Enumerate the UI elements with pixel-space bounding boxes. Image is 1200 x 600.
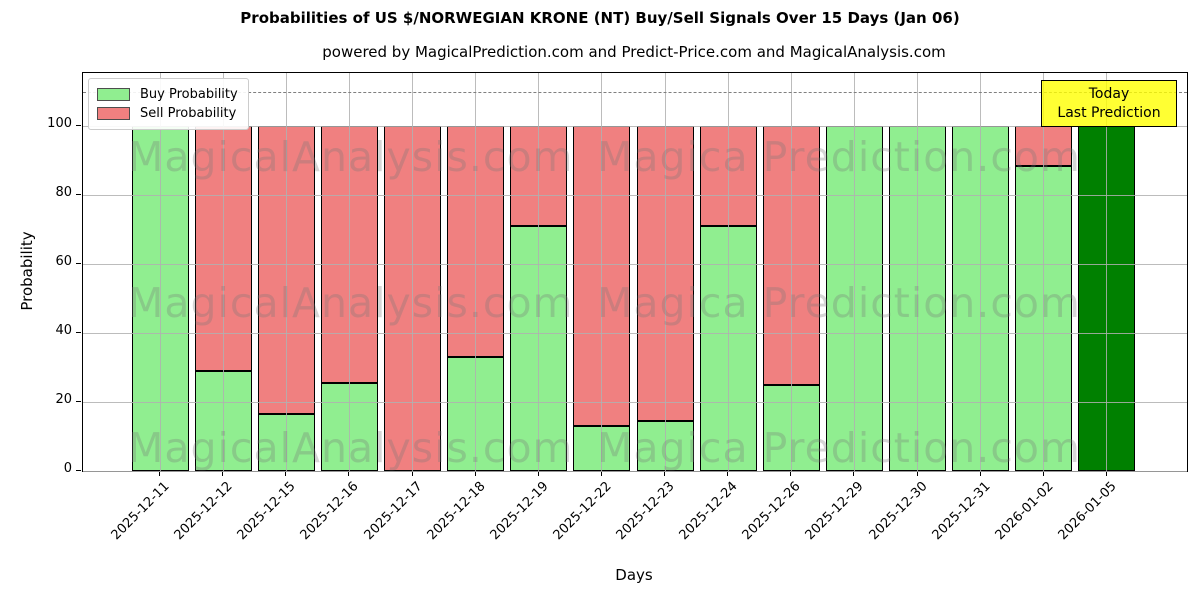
h-gridline <box>83 402 1187 404</box>
v-gridline <box>285 73 287 471</box>
v-gridline <box>412 73 414 471</box>
today-annotation-line1: Today <box>1088 85 1130 102</box>
x-tick-mark <box>537 471 539 476</box>
x-tick-mark <box>916 471 918 476</box>
y-tick-label: 80 <box>55 185 72 201</box>
h-gridline <box>83 471 1187 472</box>
h-gridline <box>83 264 1187 266</box>
x-tick-mark <box>664 471 666 476</box>
today-annotation: Today Last Prediction <box>1041 80 1177 127</box>
chart-subtitle: powered by MagicalPrediction.com and Pre… <box>322 43 946 61</box>
watermark-text: Magica Prediction.com <box>597 133 1081 181</box>
watermark-text: MagicalAnalysis.com <box>128 279 574 327</box>
v-gridline <box>348 73 350 471</box>
legend: Buy Probability Sell Probability <box>88 78 249 130</box>
x-tick-mark <box>1105 471 1107 476</box>
x-axis-label: Days <box>615 566 653 584</box>
x-tick-mark <box>159 471 160 476</box>
today-annotation-line2: Last Prediction <box>1057 104 1161 121</box>
h-gridline <box>83 126 1187 128</box>
x-tick-mark <box>348 471 350 476</box>
legend-label-buy: Buy Probability <box>140 87 238 102</box>
v-gridline <box>790 73 792 471</box>
buy-swatch-icon <box>97 88 130 101</box>
h-gridline <box>83 333 1187 335</box>
x-tick-label: 2025-12-11 <box>108 479 173 544</box>
threshold-dashed-line <box>83 91 1187 93</box>
v-gridline <box>1106 73 1108 471</box>
plot-area <box>82 72 1188 472</box>
watermark-text: MagicalAnalysis.com <box>128 424 574 472</box>
y-tick-mark <box>76 263 81 265</box>
v-gridline <box>601 73 603 471</box>
y-tick-mark <box>76 401 81 403</box>
watermark-text: MagicalAnalysis.com <box>128 133 574 181</box>
x-tick-mark <box>474 471 476 476</box>
legend-item-buy: Buy Probability <box>97 85 238 104</box>
x-tick-mark <box>411 471 413 476</box>
legend-label-sell: Sell Probability <box>140 106 237 121</box>
x-tick-mark <box>285 471 287 476</box>
y-tick-mark <box>76 470 81 471</box>
chart-title: Probabilities of US $/NORWEGIAN KRONE (N… <box>240 9 960 27</box>
legend-item-sell: Sell Probability <box>97 104 238 123</box>
x-tick-mark <box>1042 471 1044 476</box>
y-tick-label: 40 <box>55 323 72 339</box>
y-axis-label: Probability <box>18 231 36 311</box>
watermark-text: Magica Prediction.com <box>597 424 1081 472</box>
sell-swatch-icon <box>97 107 130 120</box>
y-tick-mark <box>76 125 81 127</box>
y-tick-label: 60 <box>55 254 72 270</box>
watermark-text: Magica Prediction.com <box>597 279 1081 327</box>
h-gridline <box>83 195 1187 197</box>
y-tick-label: 100 <box>47 116 72 132</box>
v-gridline <box>853 73 855 471</box>
y-tick-label: 20 <box>55 392 72 408</box>
y-tick-mark <box>76 332 81 334</box>
v-gridline <box>980 73 982 471</box>
x-tick-mark <box>727 471 729 476</box>
x-tick-mark <box>853 471 855 476</box>
v-gridline <box>727 73 729 471</box>
v-gridline <box>664 73 666 471</box>
y-tick-label: 0 <box>63 461 72 476</box>
x-tick-mark <box>222 471 224 476</box>
y-tick-mark <box>76 194 81 196</box>
v-gridline <box>159 73 161 471</box>
x-tick-mark <box>600 471 602 476</box>
v-gridline <box>1043 73 1045 471</box>
x-tick-mark <box>979 471 981 476</box>
x-tick-mark <box>790 471 792 476</box>
v-gridline <box>222 73 224 471</box>
v-gridline <box>475 73 477 471</box>
v-gridline <box>538 73 540 471</box>
v-gridline <box>917 73 919 471</box>
